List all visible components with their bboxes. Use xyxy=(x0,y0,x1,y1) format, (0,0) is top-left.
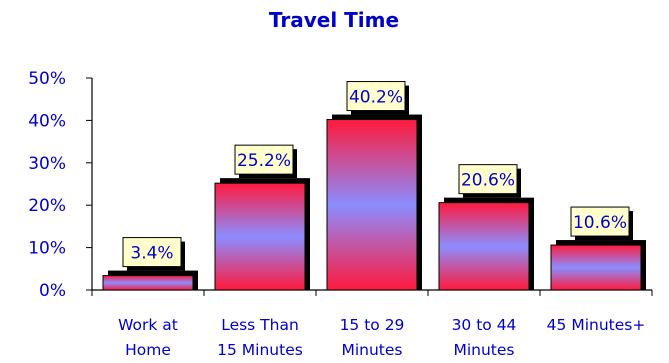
data-label-box xyxy=(122,237,182,268)
x-tick-label: Work at Home xyxy=(118,316,178,359)
data-label: 40.2% xyxy=(349,88,403,108)
axes: 0% 10% 20% 30% 40% 50% Work at Home Less Than 15 … xyxy=(28,69,653,359)
bar xyxy=(102,275,194,291)
y-tick-label: 30% xyxy=(28,154,66,174)
data-label-box xyxy=(458,164,518,195)
y-tick-label: 50% xyxy=(28,69,66,89)
data-label: 10.6% xyxy=(573,213,627,233)
bar xyxy=(438,202,530,291)
data-label-box xyxy=(570,206,630,237)
data-label: 3.4% xyxy=(130,244,173,264)
data-label: 20.6% xyxy=(461,171,515,191)
bar xyxy=(550,244,642,291)
x-tick-label: 15 to 29 Minutes xyxy=(340,316,405,359)
y-tick-label: 20% xyxy=(28,196,66,216)
data-label: 25.2% xyxy=(237,151,291,171)
y-tick-label: 0% xyxy=(39,281,66,301)
y-tick-label: 10% xyxy=(28,239,66,259)
bar xyxy=(214,182,306,291)
x-tick-label: Less Than 15 Minutes xyxy=(217,316,303,359)
data-label-box xyxy=(346,81,406,112)
x-tick-label: 45 Minutes+ xyxy=(547,316,646,334)
x-tick-label: 30 to 44 Minutes xyxy=(452,316,517,359)
bars xyxy=(102,114,646,291)
y-tick-label: 40% xyxy=(28,111,66,131)
bar xyxy=(326,119,418,291)
data-label-box xyxy=(234,144,294,175)
data-labels: 3.4% 25.2% 40.2% 20.6% 10.6% xyxy=(122,81,633,271)
chart-title: Travel Time xyxy=(269,8,399,32)
